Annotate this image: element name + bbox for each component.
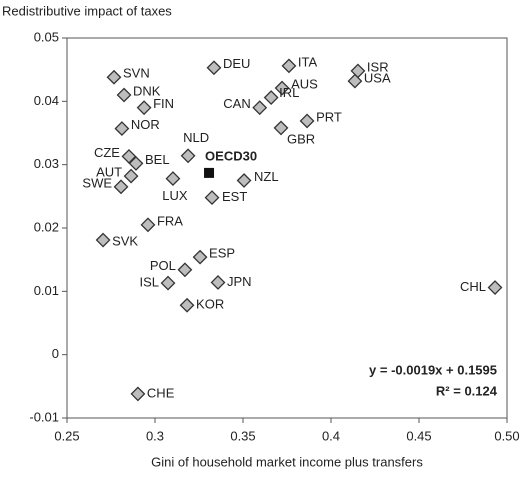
point-label: CHE — [147, 385, 175, 400]
point-label: JPN — [227, 274, 252, 289]
point — [123, 168, 139, 184]
annotation: R² = 0.124 — [436, 383, 498, 398]
point-label: LUX — [162, 188, 188, 203]
y-tick-label: -0.01 — [29, 409, 59, 424]
point-label: SVN — [123, 66, 150, 81]
point-label: FRA — [157, 213, 183, 228]
point-label: EST — [222, 189, 247, 204]
point-label: NLD — [183, 130, 209, 145]
point — [179, 297, 195, 313]
point-label: PRT — [316, 109, 342, 124]
point-label: POL — [150, 258, 176, 273]
point — [206, 60, 222, 76]
x-tick-label: 0.35 — [230, 428, 255, 443]
point-label: NOR — [131, 117, 160, 132]
point — [192, 249, 208, 265]
point — [114, 121, 130, 136]
point — [95, 232, 111, 248]
point — [106, 69, 122, 85]
point-label: DNK — [133, 83, 161, 98]
y-tick-label: 0.05 — [34, 29, 59, 44]
point-label: AUT — [96, 165, 122, 180]
x-axis-label: Gini of household market income plus tra… — [151, 454, 423, 469]
point-label: CZE — [94, 145, 120, 160]
y-tick-label: 0 — [52, 346, 59, 361]
y-tick-label: 0.03 — [34, 156, 59, 171]
point — [487, 280, 503, 295]
point — [263, 90, 279, 105]
point-label: ISL — [140, 275, 160, 290]
y-tick-label: 0.01 — [34, 283, 59, 298]
point-label: CAN — [223, 96, 250, 111]
point-label: OECD30 — [205, 148, 257, 163]
x-tick-label: 0.45 — [406, 428, 431, 443]
y-tick-label: 0.02 — [34, 219, 59, 234]
x-tick-label: 0.25 — [54, 428, 79, 443]
point-label: USA — [364, 71, 391, 86]
x-tick-label: 0.4 — [322, 428, 340, 443]
annotation: y = -0.0019x + 0.1595 — [369, 362, 497, 377]
point — [299, 113, 315, 129]
point — [210, 275, 226, 290]
point-label: GBR — [287, 131, 315, 146]
chart-title: Redistributive impact of taxes — [2, 3, 172, 18]
point — [140, 217, 156, 233]
point — [121, 149, 137, 164]
point — [204, 167, 215, 178]
point-label: ITA — [298, 54, 318, 69]
point — [128, 155, 144, 171]
point-label: DEU — [223, 56, 250, 71]
point-label: CHL — [460, 279, 486, 294]
point — [165, 171, 181, 187]
x-tick-label: 0.50 — [494, 428, 519, 443]
point — [204, 190, 220, 206]
point — [347, 73, 363, 89]
point — [281, 58, 297, 74]
point — [116, 87, 132, 103]
point — [274, 80, 290, 96]
point — [130, 386, 146, 402]
point — [160, 275, 176, 291]
point-label: IRL — [279, 85, 299, 100]
point — [252, 100, 268, 116]
point-label: ISR — [367, 59, 389, 74]
point — [136, 100, 152, 116]
point — [236, 173, 252, 188]
point — [180, 148, 196, 164]
point-label: FIN — [153, 96, 174, 111]
point — [177, 262, 193, 278]
point — [273, 120, 289, 136]
point-label: ESP — [209, 246, 235, 261]
point — [113, 179, 129, 195]
point-label: KOR — [196, 297, 224, 312]
point-label: SWE — [82, 175, 112, 190]
y-tick-label: 0.04 — [34, 93, 59, 108]
x-tick-label: 0.3 — [146, 428, 164, 443]
point-label: SVK — [112, 233, 138, 248]
point-label: AUS — [291, 76, 318, 91]
point-label: BEL — [145, 152, 170, 167]
point-label: NZL — [254, 169, 279, 184]
